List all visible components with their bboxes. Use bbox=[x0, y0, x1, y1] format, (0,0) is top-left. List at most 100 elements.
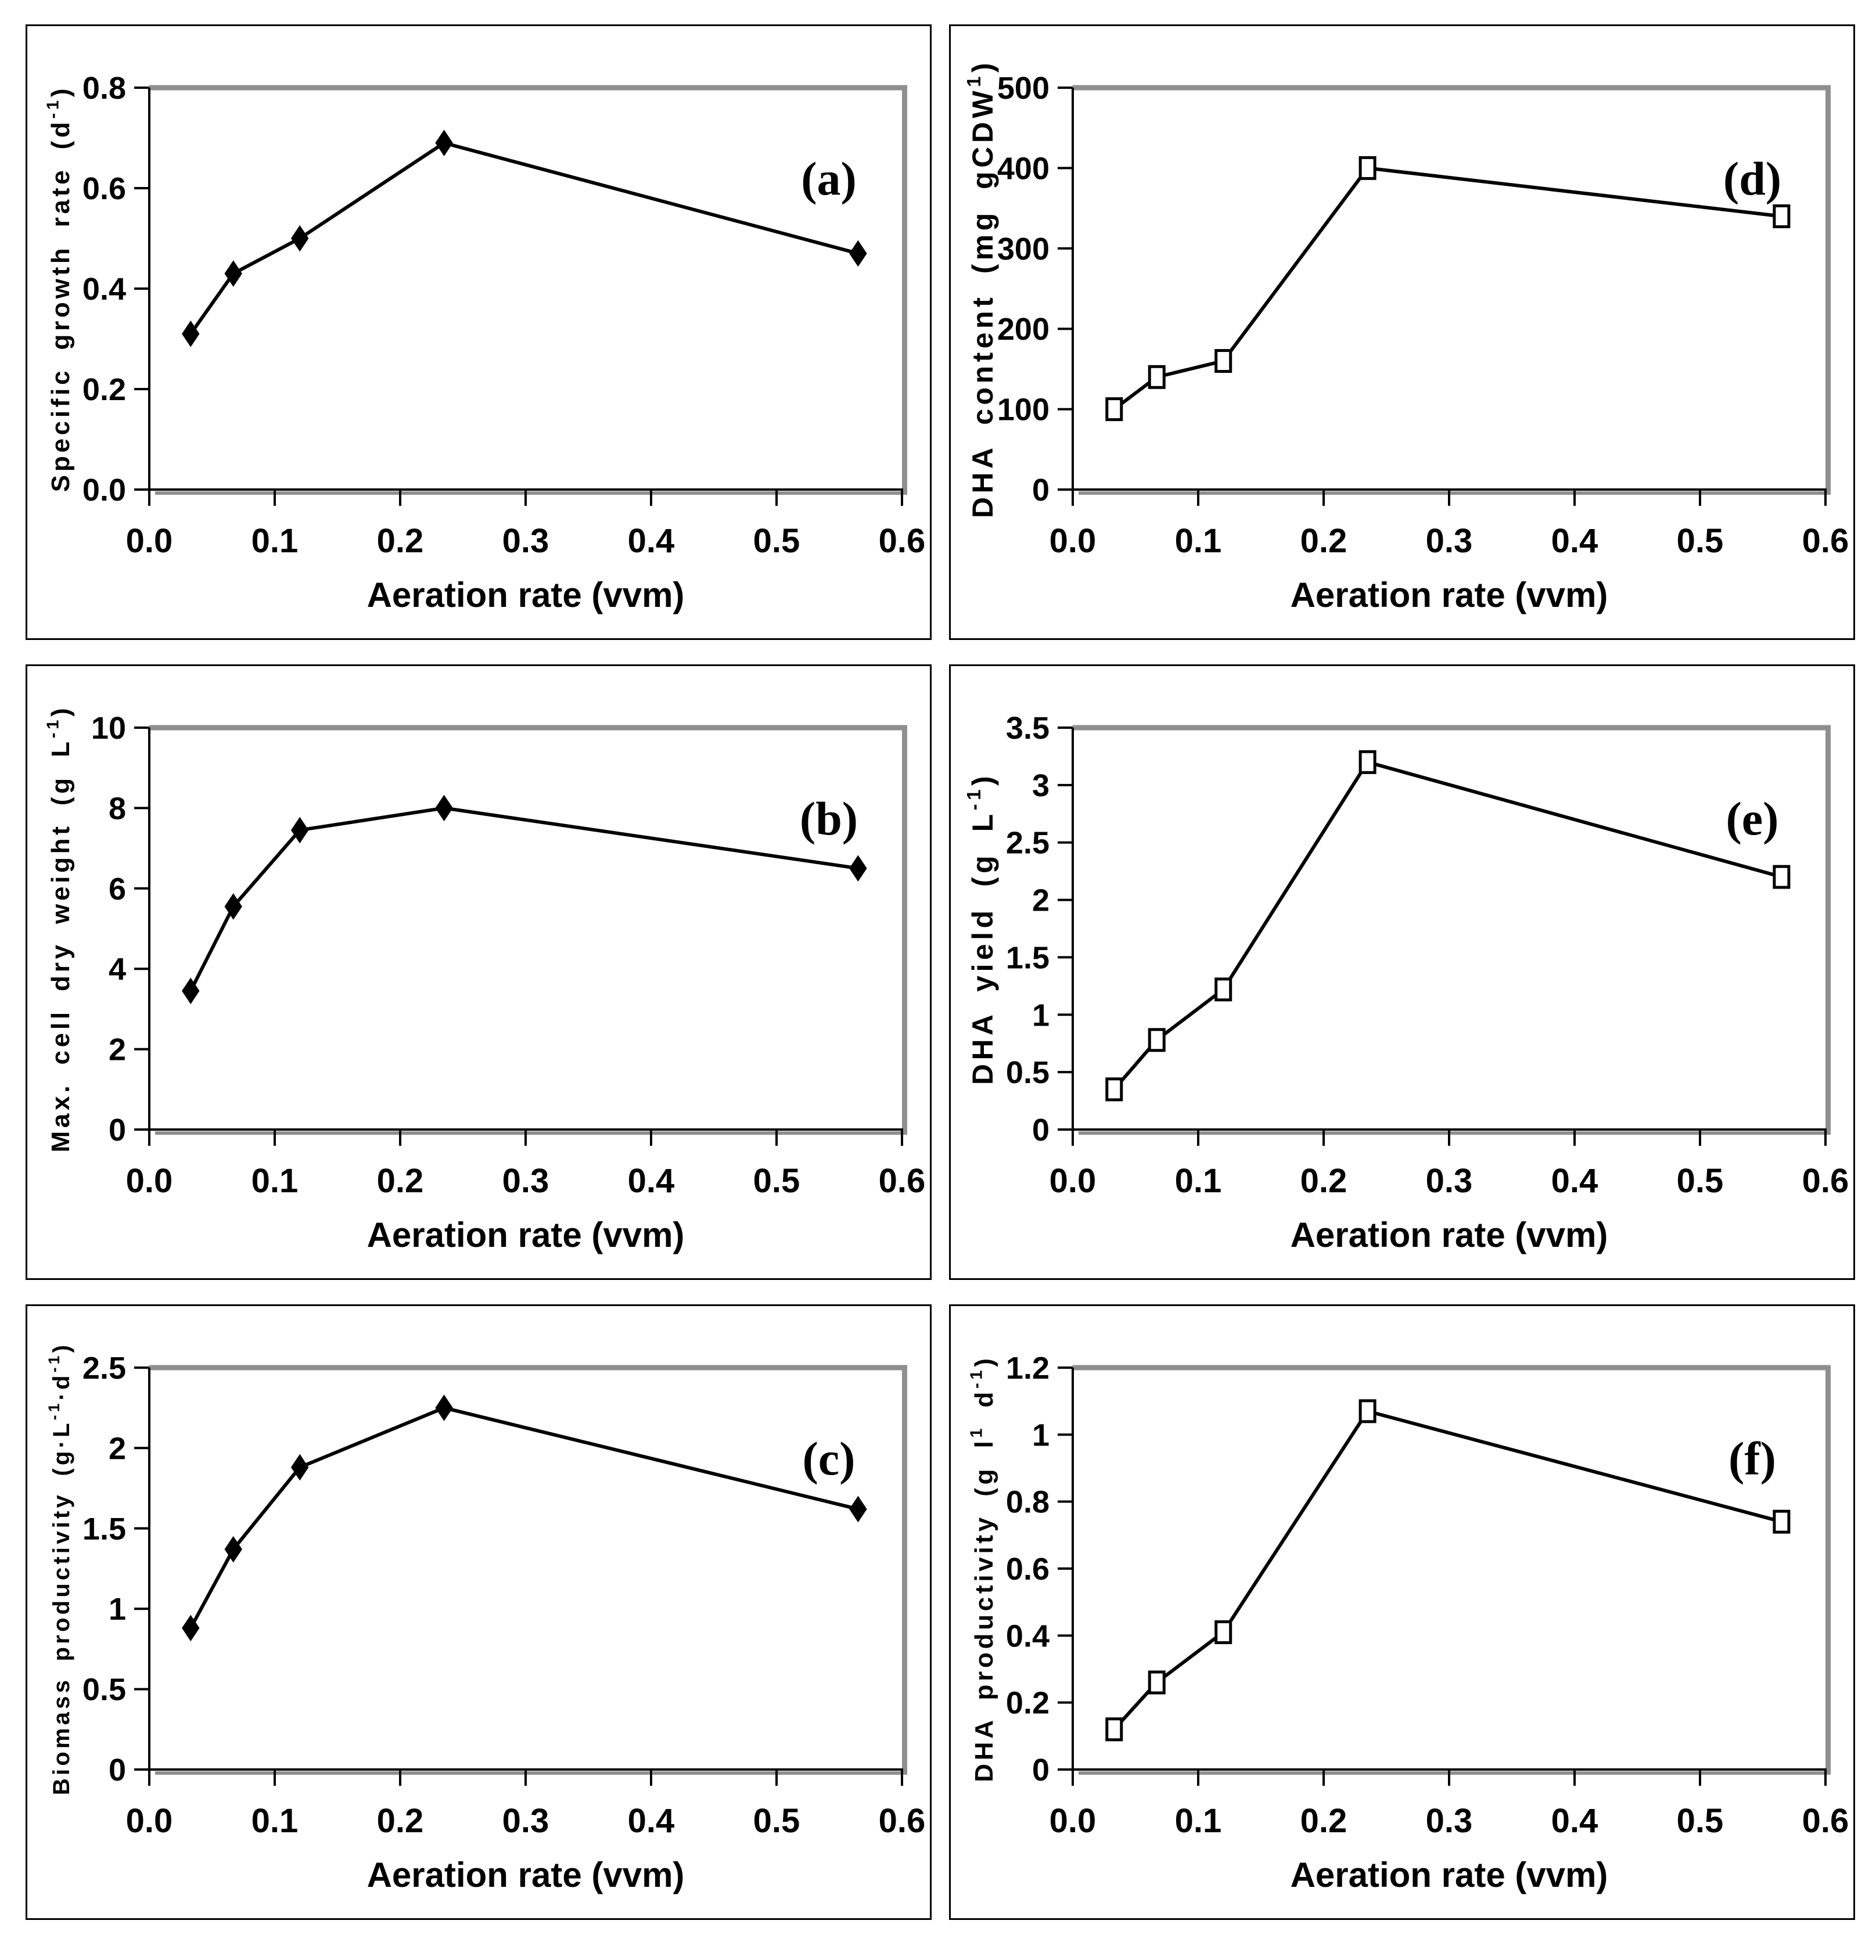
x-axis-title: Aeration rate (vvm) bbox=[367, 576, 685, 614]
y-tick-label: 1.5 bbox=[1006, 940, 1050, 975]
x-tick-label: 0.3 bbox=[502, 1162, 549, 1200]
data-point-square bbox=[1359, 156, 1377, 180]
data-point-square bbox=[1148, 365, 1166, 389]
data-point-diamond bbox=[435, 130, 453, 156]
y-axis-title-superscript: -1 bbox=[44, 717, 63, 738]
y-axis-title: Biomass productivity (g·L-1·d-1) bbox=[45, 1342, 74, 1795]
data-point-diamond bbox=[290, 225, 309, 252]
x-tick-label: 0.2 bbox=[1300, 1802, 1347, 1840]
x-tick-label: 0.6 bbox=[879, 1162, 926, 1200]
x-tick-label: 0.5 bbox=[753, 1802, 800, 1840]
x-tick-label: 0.5 bbox=[753, 1162, 800, 1200]
x-axis-title: Aeration rate (vvm) bbox=[1291, 1215, 1608, 1254]
y-tick-label: 8 bbox=[109, 791, 126, 826]
y-tick-label: 0.8 bbox=[82, 71, 126, 106]
panel-a: 0.0 0.1 0.2 0.3 0.4 0.5 0.6 0.0 0.2 0.4 0.6 0.8 Aera… bbox=[26, 24, 932, 640]
y-axis-title-superscript: 1 bbox=[963, 73, 984, 87]
y-axis-title-text: ) bbox=[46, 85, 75, 97]
data-point-square bbox=[1359, 1399, 1377, 1423]
y-tick-label: 1 bbox=[109, 1592, 126, 1627]
x-tick-label: 0.6 bbox=[879, 522, 926, 560]
y-tick-label: 0.4 bbox=[1006, 1619, 1050, 1653]
y-axis-title: DHA content (mg gCDW1) bbox=[963, 59, 999, 518]
panel-c: 0.0 0.1 0.2 0.3 0.4 0.5 0.6 0 0.5 1 1.5 2 2.5 Aeratio… bbox=[26, 1304, 932, 1920]
x-axis-title: Aeration rate (vvm) bbox=[367, 1855, 685, 1894]
x-tick-label: 0.4 bbox=[1551, 1162, 1598, 1200]
panel-letter: (c) bbox=[802, 1432, 855, 1485]
y-tick-label: 3.5 bbox=[1006, 711, 1050, 746]
y-tick-label: 0 bbox=[1032, 1113, 1050, 1148]
y-axis-title-text: ) bbox=[49, 1342, 74, 1353]
y-axis-title-superscript: -1 bbox=[968, 1367, 986, 1389]
y-axis-title-text: ) bbox=[966, 772, 999, 786]
data-point-square bbox=[1359, 750, 1377, 774]
panel-d: 0.0 0.1 0.2 0.3 0.4 0.5 0.6 0 100 200 300 400 500 Aer… bbox=[949, 24, 1855, 640]
x-tick-label: 0.1 bbox=[251, 522, 299, 560]
y-tick-label: 0.4 bbox=[82, 272, 126, 307]
y-tick-label: 0 bbox=[1032, 1753, 1050, 1788]
y-tick-label: 1.5 bbox=[82, 1512, 126, 1547]
panel-f: 0.0 0.1 0.2 0.3 0.4 0.5 0.6 0 0.2 0.4 0.6 0.8 1 1.2 Ae… bbox=[949, 1304, 1855, 1920]
y-tick-label: 0.0 bbox=[82, 473, 126, 508]
y-axis-title-text: Max. cell dry weight (g L bbox=[46, 738, 75, 1152]
y-axis-title-text: DHA productivity (g l bbox=[970, 1438, 998, 1782]
data-line bbox=[189, 806, 858, 992]
data-point-diamond bbox=[290, 1454, 309, 1481]
panel-e: 0.0 0.1 0.2 0.3 0.4 0.5 0.6 0 0.5 1 1.5 2 2.5 3 3.5 Aer… bbox=[949, 664, 1855, 1280]
x-tick-label: 0.3 bbox=[1426, 1802, 1473, 1840]
data-point-diamond bbox=[182, 1614, 200, 1642]
x-tick-label: 0.6 bbox=[1802, 522, 1849, 560]
y-axis-title: DHA yield (g L-1) bbox=[963, 772, 999, 1085]
data-point-diamond bbox=[849, 240, 867, 267]
y-tick-label: 1.2 bbox=[1006, 1351, 1050, 1386]
x-tick-label: 0.6 bbox=[1802, 1802, 1849, 1840]
data-line bbox=[1113, 1409, 1782, 1731]
data-point-diamond bbox=[290, 817, 309, 844]
data-point-square bbox=[1105, 1717, 1123, 1742]
y-axis-title-text: d bbox=[970, 1389, 998, 1425]
x-tick-label: 0.5 bbox=[1677, 522, 1724, 560]
chart-b: 0.0 0.1 0.2 0.3 0.4 0.5 0.6 0 2 4 6 8 10 Aeration rat… bbox=[44, 705, 926, 1254]
chart-f: 0.0 0.1 0.2 0.3 0.4 0.5 0.6 0 0.2 0.4 0.6 0.8 1 1.2 Ae… bbox=[968, 1351, 1849, 1894]
x-axis-title: Aeration rate (vvm) bbox=[1291, 1855, 1608, 1894]
panel-letter: (b) bbox=[800, 792, 858, 845]
data-point-square bbox=[1773, 204, 1791, 228]
y-tick-label: 0.8 bbox=[1006, 1485, 1050, 1520]
y-tick-label: 400 bbox=[997, 151, 1050, 186]
chart-c: 0.0 0.1 0.2 0.3 0.4 0.5 0.6 0 0.5 1 1.5 2 2.5 Aeratio… bbox=[45, 1342, 926, 1894]
data-point-square bbox=[1773, 1509, 1791, 1534]
x-tick-label: 0.4 bbox=[1551, 1802, 1598, 1840]
x-tick-label: 0.4 bbox=[628, 1802, 675, 1840]
x-tick-label: 0.3 bbox=[1426, 522, 1473, 560]
y-axis-title-superscript: -1 bbox=[45, 1353, 63, 1372]
x-tick-label: 0.0 bbox=[1050, 1162, 1097, 1200]
y-tick-label: 500 bbox=[997, 71, 1050, 106]
data-point-square bbox=[1105, 397, 1123, 422]
panel-letter: (e) bbox=[1726, 792, 1778, 845]
data-point-square bbox=[1148, 1670, 1166, 1695]
y-axis-title-text: ) bbox=[46, 705, 75, 717]
x-tick-label: 0.0 bbox=[1050, 522, 1097, 560]
y-axis-title-superscript: 1 bbox=[968, 1425, 986, 1438]
x-tick-label: 0.5 bbox=[753, 522, 800, 560]
y-axis-title-text: Biomass productivity (g·L bbox=[49, 1420, 74, 1795]
y-tick-label: 1 bbox=[1032, 1418, 1050, 1452]
data-point-square bbox=[1148, 1028, 1166, 1052]
data-point-diamond bbox=[182, 977, 200, 1005]
data-point-diamond bbox=[224, 1535, 242, 1563]
y-axis-title-text: Specific growth rate (d bbox=[46, 118, 75, 492]
x-tick-label: 0.6 bbox=[879, 1802, 926, 1840]
y-tick-label: 100 bbox=[997, 393, 1050, 427]
y-axis-title-superscript: -1 bbox=[45, 1400, 63, 1420]
y-axis-title: DHA productivity (g l1 d-1) bbox=[968, 1355, 998, 1782]
data-point-diamond bbox=[224, 893, 242, 920]
y-tick-label: 0.6 bbox=[82, 171, 126, 206]
x-tick-label: 0.4 bbox=[1551, 522, 1598, 560]
chart-e: 0.0 0.1 0.2 0.3 0.4 0.5 0.6 0 0.5 1 1.5 2 2.5 3 3.5 Aer… bbox=[963, 711, 1849, 1254]
y-tick-label: 0.5 bbox=[1006, 1055, 1050, 1090]
y-tick-label: 2 bbox=[109, 1033, 126, 1067]
x-tick-label: 0.4 bbox=[628, 522, 675, 560]
data-line bbox=[1113, 760, 1782, 1091]
y-axis-title: Specific growth rate (d-1) bbox=[44, 85, 75, 492]
